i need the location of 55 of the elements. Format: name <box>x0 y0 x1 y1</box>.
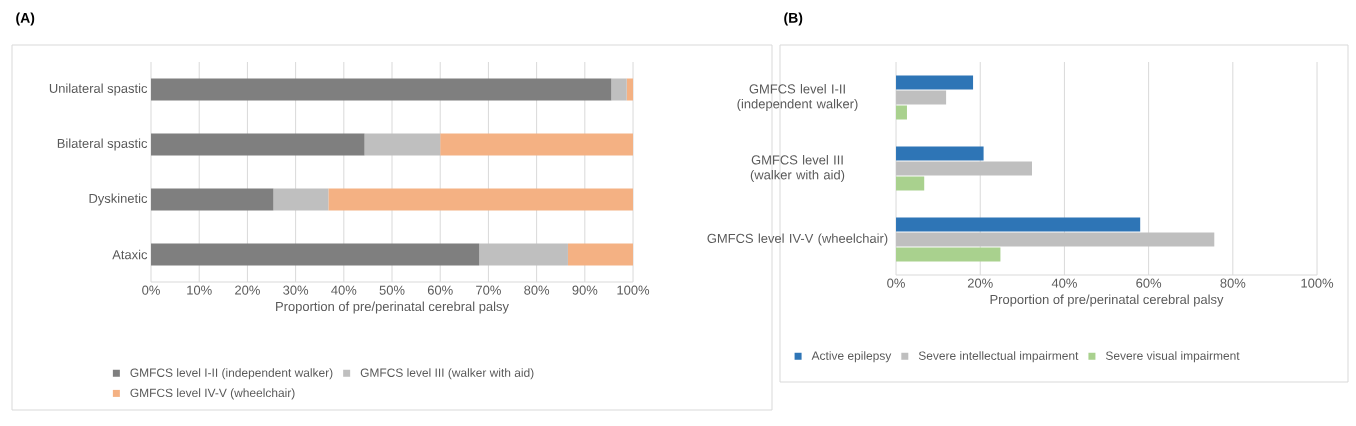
x-tick-label: 10% <box>187 285 212 295</box>
bar <box>626 78 634 101</box>
bar <box>896 75 974 90</box>
y-tick-label: Bilateral spastic <box>57 138 148 151</box>
legend-label: Severe intellectual impairment <box>918 351 1079 363</box>
bar <box>896 232 1215 247</box>
x-tick-label: 100% <box>1301 278 1334 288</box>
bar <box>896 176 925 191</box>
bar <box>896 161 1032 176</box>
bar <box>896 105 907 120</box>
x-tick-label: 60% <box>1136 278 1162 288</box>
x-tick-label: 0% <box>142 285 160 295</box>
text: (A) <box>16 12 35 26</box>
x-tick-label: 70% <box>476 285 501 295</box>
bar <box>151 243 480 266</box>
x-tick-label: 0% <box>887 278 905 288</box>
bar <box>896 146 984 161</box>
x-tick-label: 50% <box>379 285 405 295</box>
bar <box>364 133 441 156</box>
y-tick-label: Dyskinetic <box>89 193 148 206</box>
chart-title: (B) <box>784 12 803 26</box>
x-tick-label: 20% <box>235 285 260 295</box>
x-tick-label: 60% <box>427 285 453 295</box>
legend-label: GMFCS level III (walker with aid) <box>360 368 534 380</box>
bar <box>611 78 627 101</box>
y-tick-label: GMFCS level III (walker with aid) <box>750 154 845 183</box>
bar <box>151 188 274 211</box>
legend-label: GMFCS level IV-V (wheelchair) <box>130 388 295 400</box>
bar <box>273 188 329 211</box>
x-tick-label: 80% <box>524 285 550 295</box>
bar <box>440 133 634 156</box>
bar <box>328 188 634 211</box>
y-tick-label: GMFCS level I-II (independent walker) <box>737 83 858 112</box>
bar <box>567 243 634 266</box>
y-tick-label: Ataxic <box>112 249 148 260</box>
x-tick-label: 30% <box>283 285 309 295</box>
legend-label: Active epilepsy <box>811 351 892 363</box>
legend-label: Severe visual impairment <box>1105 351 1240 363</box>
bar <box>896 247 1001 262</box>
y-tick-label: Unilateral spastic <box>49 83 148 96</box>
legend-label: GMFCS level I-II (independent walker) <box>130 368 333 380</box>
x-axis-title: Proportion of pre/perinatal cerebral palsy <box>990 294 1224 307</box>
x-axis-title: Proportion of pre/perinatal cerebral palsy <box>276 301 509 314</box>
bar <box>151 133 365 156</box>
x-tick-label: 100% <box>617 285 650 295</box>
bar <box>479 243 568 266</box>
bar <box>896 217 1141 232</box>
x-tick-label: 40% <box>331 285 357 295</box>
x-tick-label: 20% <box>967 278 993 288</box>
bar <box>896 90 947 105</box>
x-tick-label: 90% <box>572 285 598 295</box>
x-tick-label: 80% <box>1220 278 1246 288</box>
y-tick-label: GMFCS level IV-V (wheelchair) <box>707 233 888 246</box>
x-tick-label: 40% <box>1051 278 1077 288</box>
bar <box>151 78 612 101</box>
